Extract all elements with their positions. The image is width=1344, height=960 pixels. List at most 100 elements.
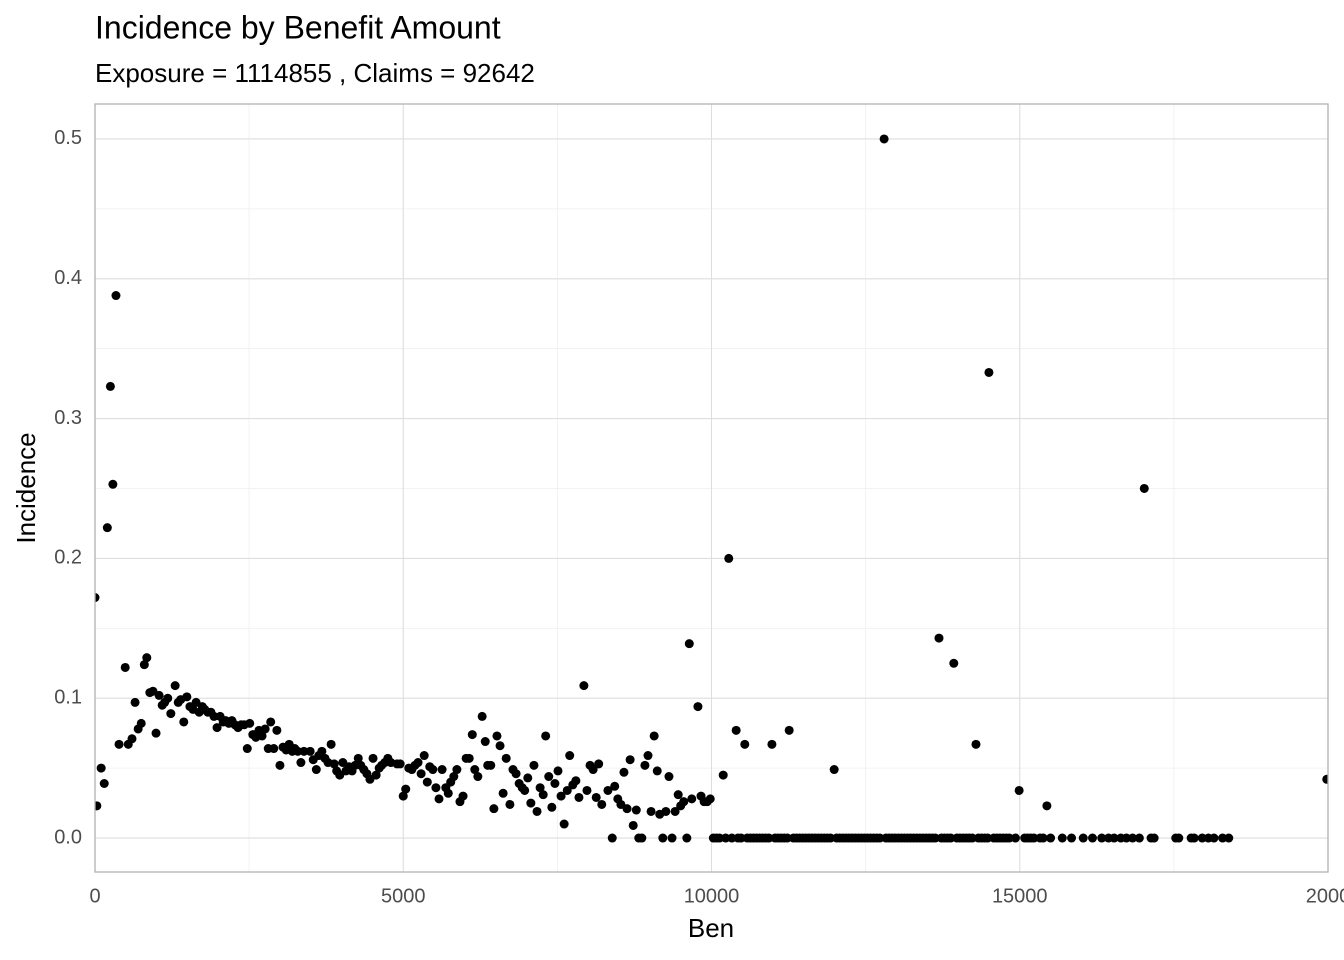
point [293, 746, 303, 756]
point [535, 783, 545, 793]
point [511, 769, 521, 779]
point [565, 751, 575, 761]
point [682, 833, 692, 843]
point [458, 791, 468, 801]
point [661, 806, 671, 816]
point [1010, 833, 1020, 843]
point [1134, 833, 1144, 843]
point [646, 806, 656, 816]
point [1029, 833, 1039, 843]
point [946, 833, 956, 843]
point [1097, 833, 1107, 843]
point [1038, 833, 1048, 843]
point [395, 759, 405, 769]
point [428, 765, 438, 775]
point [541, 731, 551, 741]
point [105, 381, 115, 391]
point [574, 792, 584, 802]
point [182, 692, 192, 702]
point [209, 711, 219, 721]
point [693, 702, 703, 712]
point [311, 765, 321, 775]
point [470, 765, 480, 775]
point [245, 718, 255, 728]
point [154, 690, 164, 700]
point [464, 753, 474, 763]
point [130, 697, 140, 707]
point [99, 778, 109, 788]
point [434, 794, 444, 804]
point [550, 778, 560, 788]
point [529, 760, 539, 770]
point [667, 833, 677, 843]
point [649, 731, 659, 741]
point [658, 833, 668, 843]
point [736, 833, 746, 843]
point [413, 758, 423, 768]
point [622, 804, 632, 814]
point [492, 731, 502, 741]
point [544, 772, 554, 782]
point [547, 802, 557, 812]
point [1209, 833, 1219, 843]
x-tick-label: 5000 [381, 885, 426, 907]
point [1121, 833, 1131, 843]
point [242, 744, 252, 754]
x-tick-label: 15000 [992, 885, 1048, 907]
point [179, 717, 189, 727]
y-tick-label: 0.2 [54, 547, 82, 569]
point [983, 833, 993, 843]
point [419, 751, 429, 761]
point [594, 759, 604, 769]
point [498, 788, 508, 798]
point [212, 723, 222, 733]
point [272, 725, 282, 735]
point [829, 765, 839, 775]
y-tick-label: 0.4 [54, 267, 82, 289]
point [275, 760, 285, 770]
point [416, 769, 426, 779]
point [401, 784, 411, 794]
point [431, 783, 441, 793]
point [1189, 833, 1199, 843]
point [269, 744, 279, 754]
point [477, 711, 487, 721]
point [526, 798, 536, 808]
point [329, 759, 339, 769]
point [368, 753, 378, 763]
point [151, 728, 161, 738]
point [538, 790, 548, 800]
point [597, 799, 607, 809]
point [684, 639, 694, 649]
point [619, 767, 629, 777]
point [111, 291, 121, 301]
point [260, 724, 270, 734]
point [257, 731, 267, 741]
point [1014, 785, 1024, 795]
point [603, 785, 613, 795]
point [108, 479, 118, 489]
x-tick-label: 0 [89, 885, 100, 907]
point [120, 662, 130, 672]
y-tick-label: 0.5 [54, 127, 82, 149]
point [422, 777, 432, 787]
point [784, 725, 794, 735]
point [727, 833, 737, 843]
chart-title: Incidence by Benefit Amount [95, 9, 501, 45]
point [296, 758, 306, 768]
points [95, 134, 1328, 843]
point [1174, 833, 1184, 843]
point [591, 792, 601, 802]
point [495, 741, 505, 751]
point [553, 766, 563, 776]
point [1109, 833, 1119, 843]
point [1197, 833, 1207, 843]
point [449, 772, 459, 782]
point [562, 785, 572, 795]
point [305, 746, 315, 756]
point [652, 766, 662, 776]
point [142, 653, 152, 663]
point [971, 739, 981, 749]
point [266, 717, 276, 727]
